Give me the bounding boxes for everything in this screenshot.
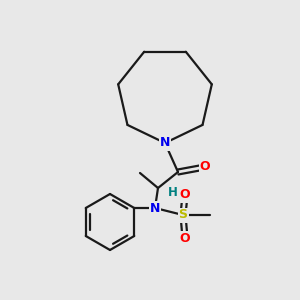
Text: O: O: [180, 188, 190, 202]
Text: O: O: [200, 160, 210, 173]
Text: N: N: [150, 202, 160, 214]
Text: O: O: [180, 232, 190, 244]
Text: H: H: [168, 185, 178, 199]
Text: S: S: [178, 208, 188, 221]
Text: N: N: [160, 136, 170, 149]
